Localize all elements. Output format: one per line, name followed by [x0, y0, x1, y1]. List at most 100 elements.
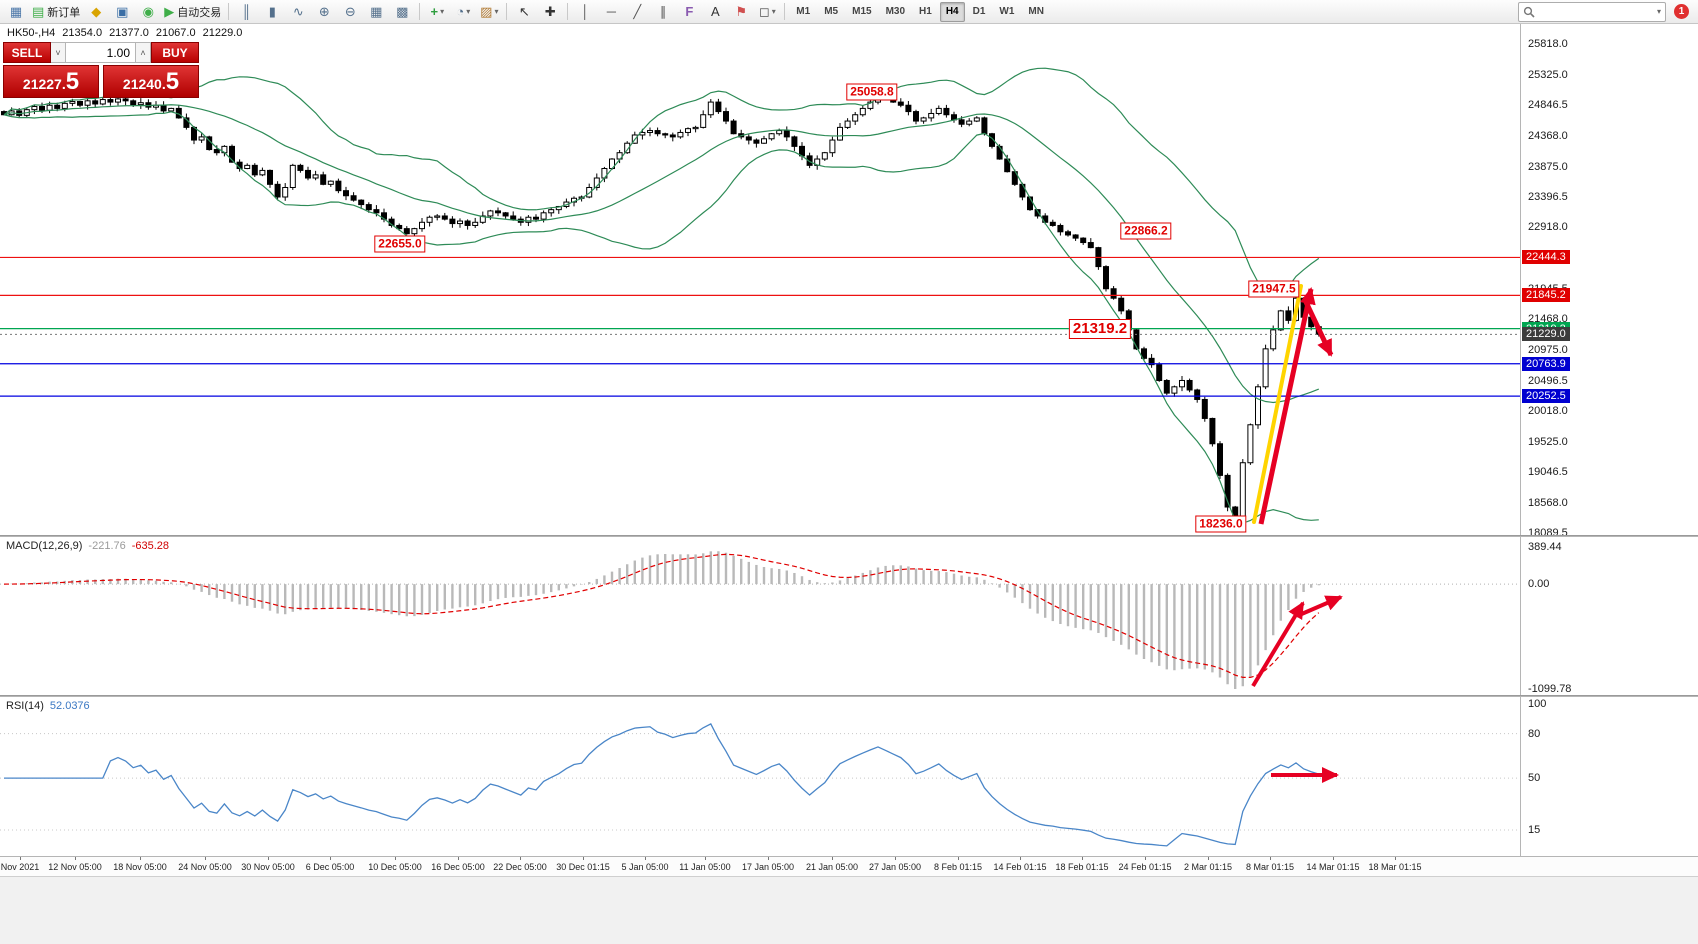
buy-price-button[interactable]: 21240. 5 [103, 65, 199, 98]
community-icon[interactable]: ◉ [142, 4, 154, 19]
volume-decrease-button[interactable]: ˅ [51, 42, 66, 63]
timeframe-h1[interactable]: H1 [919, 6, 932, 17]
candlestick-chart[interactable] [0, 24, 1520, 535]
price-axis-label: 24846.5 [1528, 99, 1568, 112]
time-tick [583, 857, 584, 860]
price-annotation[interactable]: 22866.2 [1120, 222, 1172, 240]
macd-label: MACD(12,26,9) -221.76 -635.28 [6, 540, 175, 552]
vertical-line-icon[interactable]: │ [581, 4, 590, 19]
toolbar-separator [784, 3, 786, 20]
shapes-button[interactable]: ◻ ▾ [758, 4, 776, 19]
bollinger-bands [3, 67, 1320, 524]
time-tick [1333, 857, 1334, 860]
buy-button[interactable]: BUY [151, 42, 199, 63]
time-axis-label: 18 Nov 05:00 [113, 862, 167, 872]
time-axis-label: 5 Jan 05:00 [621, 862, 669, 872]
timeframe-m30[interactable]: M30 [885, 6, 906, 17]
price-axis-label: 25818.0 [1528, 38, 1568, 50]
price-annotation[interactable]: 21319.2 [1068, 319, 1132, 339]
trendline-icon[interactable]: ╱ [633, 4, 642, 19]
price-annotation[interactable]: 18236.0 [1195, 515, 1247, 533]
periods-button[interactable]: ◔ ▾ [456, 4, 471, 19]
label-icon[interactable]: ⚑ [735, 4, 748, 19]
price-axis-tag: 21229.0 [1522, 327, 1570, 342]
dropdown-arrow-icon: ▾ [466, 7, 471, 16]
sell-button[interactable]: SELL [3, 42, 51, 63]
rsi-chart[interactable] [0, 697, 1520, 856]
auto-trading-button[interactable]: ▶ 自动交易 [164, 4, 222, 19]
symbol-info: HK50-,H4 21354.0 21377.0 21067.0 21229.0 [7, 27, 249, 39]
bar-chart-icon[interactable]: ║ [241, 4, 251, 19]
add-indicator-button[interactable]: + ▾ [430, 4, 445, 19]
market-icon[interactable]: ▣ [116, 4, 129, 19]
rsi-axis[interactable]: 100 80 50 15 [1520, 697, 1698, 856]
time-axis[interactable]: Nov 2021 12 Nov 05:00 18 Nov 05:00 24 Nov 0… [0, 856, 1698, 876]
macd-chart[interactable] [0, 537, 1520, 695]
candlestick-chart-icon[interactable]: ▮ [268, 4, 276, 19]
timeframe-m1[interactable]: M1 [796, 6, 811, 17]
time-tick [832, 857, 833, 860]
zoom-in-icon[interactable]: ⊕ [318, 4, 330, 19]
price-annotation[interactable]: 25058.8 [846, 83, 898, 101]
text-icon[interactable]: A [710, 4, 720, 19]
timeframe-m15[interactable]: M15 [852, 6, 872, 17]
candlestick-series [1, 91, 1322, 522]
timeframe-m5[interactable]: M5 [824, 6, 839, 17]
time-axis-label: 14 Mar 01:15 [1306, 862, 1360, 872]
new-order-button[interactable]: ▤ 新订单 [32, 4, 81, 19]
fibonacci-icon[interactable]: F [685, 4, 694, 19]
dropdown-arrow-icon: ▾ [771, 7, 776, 16]
volume-input[interactable] [66, 42, 136, 63]
toolbar-buttons: ▦ ▤ 新订单 ◆ ▣ ◉ ▶ 自动交易 ║ ▮ ∿ ⊕ ⊖ ▦ ▩ + ▾ ◔ ▾ ▨ ▾ ↖ ✚ │ ─ ╱ ∥ F A ⚑ ◻ ▾ [3, 1, 780, 23]
sell-price-button[interactable]: 21227. 5 [3, 65, 99, 98]
price-axis-label: 23875.0 [1528, 160, 1568, 173]
cascade-windows-icon[interactable]: ▩ [396, 4, 409, 19]
price-axis-label: 19046.5 [1528, 466, 1568, 479]
toolbar-separator [506, 3, 508, 20]
rsi-value: 52.0376 [49, 700, 90, 712]
time-axis-label: 18 Feb 01:15 [1055, 862, 1109, 872]
search-input[interactable] [1535, 4, 1654, 19]
time-axis-label: 10 Dec 05:00 [368, 862, 422, 872]
price-axis-label: 23396.5 [1528, 191, 1568, 204]
price-annotation[interactable]: 22655.0 [374, 235, 426, 253]
panel-divider[interactable] [0, 535, 1698, 537]
time-tick [268, 857, 269, 860]
time-tick [140, 857, 141, 860]
price-annotation[interactable]: 21947.5 [1248, 280, 1300, 298]
timeframe-w1[interactable]: W1 [999, 6, 1015, 17]
symbol-search[interactable]: ▾ [1518, 1, 1666, 22]
crosshair-icon[interactable]: ✚ [544, 4, 556, 19]
price-axis[interactable]: 25818.0 25325.0 24846.5 24368.0 23875.0 23396… [1520, 24, 1698, 539]
search-dropdown-icon[interactable]: ▾ [1656, 7, 1661, 16]
time-tick [395, 857, 396, 860]
rsi-name: RSI(14) [6, 700, 44, 712]
equidistant-channel-icon[interactable]: ∥ [660, 4, 667, 19]
time-axis-label: 12 Nov 05:00 [48, 862, 102, 872]
line-chart-icon[interactable]: ∿ [292, 4, 304, 19]
timeframe-h4[interactable]: H4 [939, 1, 965, 22]
timeframe-d1[interactable]: D1 [972, 6, 986, 17]
panel-divider[interactable] [0, 695, 1698, 697]
price-axis-label: 22918.0 [1528, 221, 1568, 234]
price-axis-tag: 20252.5 [1522, 389, 1570, 404]
volume-increase-button[interactable]: ˄ [136, 42, 151, 63]
price-axis-tag: 22444.3 [1522, 250, 1570, 265]
cursor-icon[interactable]: ↖ [518, 4, 530, 19]
macd-axis-label: -1099.78 [1528, 683, 1572, 695]
macd-panel: MACD(12,26,9) -221.76 -635.28 389.44 0.00 -1… [0, 537, 1698, 695]
macd-axis[interactable]: 389.44 0.00 -1099.78 [1520, 537, 1698, 695]
zoom-out-icon[interactable]: ⊖ [344, 4, 356, 19]
time-axis-label: 17 Jan 05:00 [741, 862, 795, 872]
time-tick [75, 857, 76, 860]
price-axis-label: 24368.0 [1528, 129, 1568, 142]
templates-button[interactable]: ▨ ▾ [480, 4, 499, 19]
chart-window-icon[interactable]: ▦ [9, 4, 23, 19]
horizontal-line-icon[interactable]: ─ [606, 4, 616, 19]
tile-windows-icon[interactable]: ▦ [370, 4, 383, 19]
metaeditor-icon[interactable]: ◆ [91, 4, 102, 19]
dropdown-arrow-icon: ▾ [494, 7, 499, 16]
timeframe-mn[interactable]: MN [1028, 6, 1044, 17]
notification-badge[interactable]: 1 [1674, 4, 1689, 19]
price-axis-tag: 20763.9 [1522, 356, 1570, 371]
